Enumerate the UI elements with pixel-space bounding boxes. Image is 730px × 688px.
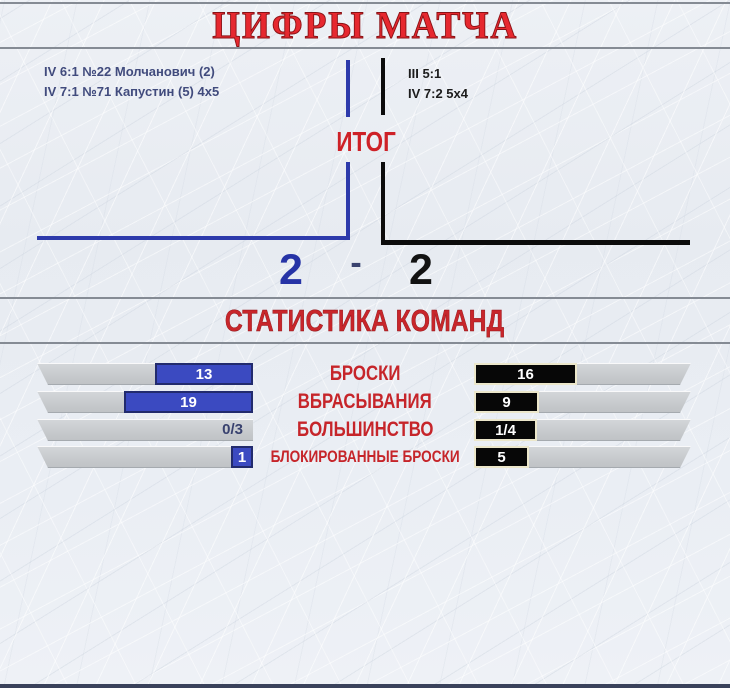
section-divider-top bbox=[0, 297, 730, 299]
home-value-faceoffs: 19 bbox=[124, 391, 253, 413]
home-goal-event-2: IV 7:1 №71 Капустин (5) 4x5 bbox=[44, 84, 220, 99]
home-value-blocked: 1 bbox=[231, 446, 253, 468]
away-score: 2 bbox=[409, 246, 433, 294]
home-bar-track-powerplay bbox=[37, 419, 253, 441]
section-title: СТАТИСТИКА КОМАНД bbox=[225, 303, 505, 339]
top-border-line bbox=[0, 2, 730, 4]
home-bracket-horizontal bbox=[37, 236, 350, 240]
total-label: ИТОГ bbox=[336, 126, 396, 157]
away-goal-event-2: IV 7:2 5x4 bbox=[408, 86, 468, 101]
stat-label-faceoffs: ВБРАСЫВАНИЯ bbox=[298, 390, 432, 413]
stat-label-blocked: БЛОКИРОВАННЫЕ БРОСКИ bbox=[270, 447, 460, 466]
bottom-border-line bbox=[0, 684, 730, 688]
away-goal-events: III 5:1 IV 7:2 5x4 bbox=[408, 64, 468, 104]
away-value-powerplay: 1/4 bbox=[474, 419, 537, 441]
away-value-blocked: 5 bbox=[474, 446, 529, 468]
home-value-powerplay: 0/3 bbox=[222, 421, 243, 438]
home-value-shots: 13 bbox=[155, 363, 253, 385]
away-value-shots: 16 bbox=[474, 363, 577, 385]
score-separator: - bbox=[350, 244, 362, 282]
away-goal-event-1: III 5:1 bbox=[408, 66, 442, 81]
page-title: ЦИФРЫ МАТЧА bbox=[0, 4, 730, 47]
section-divider-bottom bbox=[0, 342, 730, 344]
page-title-text: ЦИФРЫ МАТЧА bbox=[212, 4, 518, 47]
home-score: 2 bbox=[279, 246, 303, 294]
stat-label-shots: БРОСКИ bbox=[329, 362, 401, 385]
home-bar-track-blocked bbox=[37, 446, 253, 468]
home-goal-events: IV 6:1 №22 Молчанович (2) IV 7:1 №71 Кап… bbox=[44, 62, 219, 102]
away-bracket-horizontal bbox=[381, 240, 690, 245]
away-bracket-line-top bbox=[381, 58, 385, 115]
away-value-faceoffs: 9 bbox=[474, 391, 539, 413]
home-bracket-line-bottom bbox=[346, 162, 350, 237]
home-bracket-line-top bbox=[346, 60, 350, 117]
home-goal-event-1: IV 6:1 №22 Молчанович (2) bbox=[44, 64, 215, 79]
stat-label-powerplay: БОЛЬШИНСТВО bbox=[296, 418, 434, 441]
away-bracket-line-bottom bbox=[381, 162, 385, 242]
title-underline bbox=[0, 47, 730, 49]
